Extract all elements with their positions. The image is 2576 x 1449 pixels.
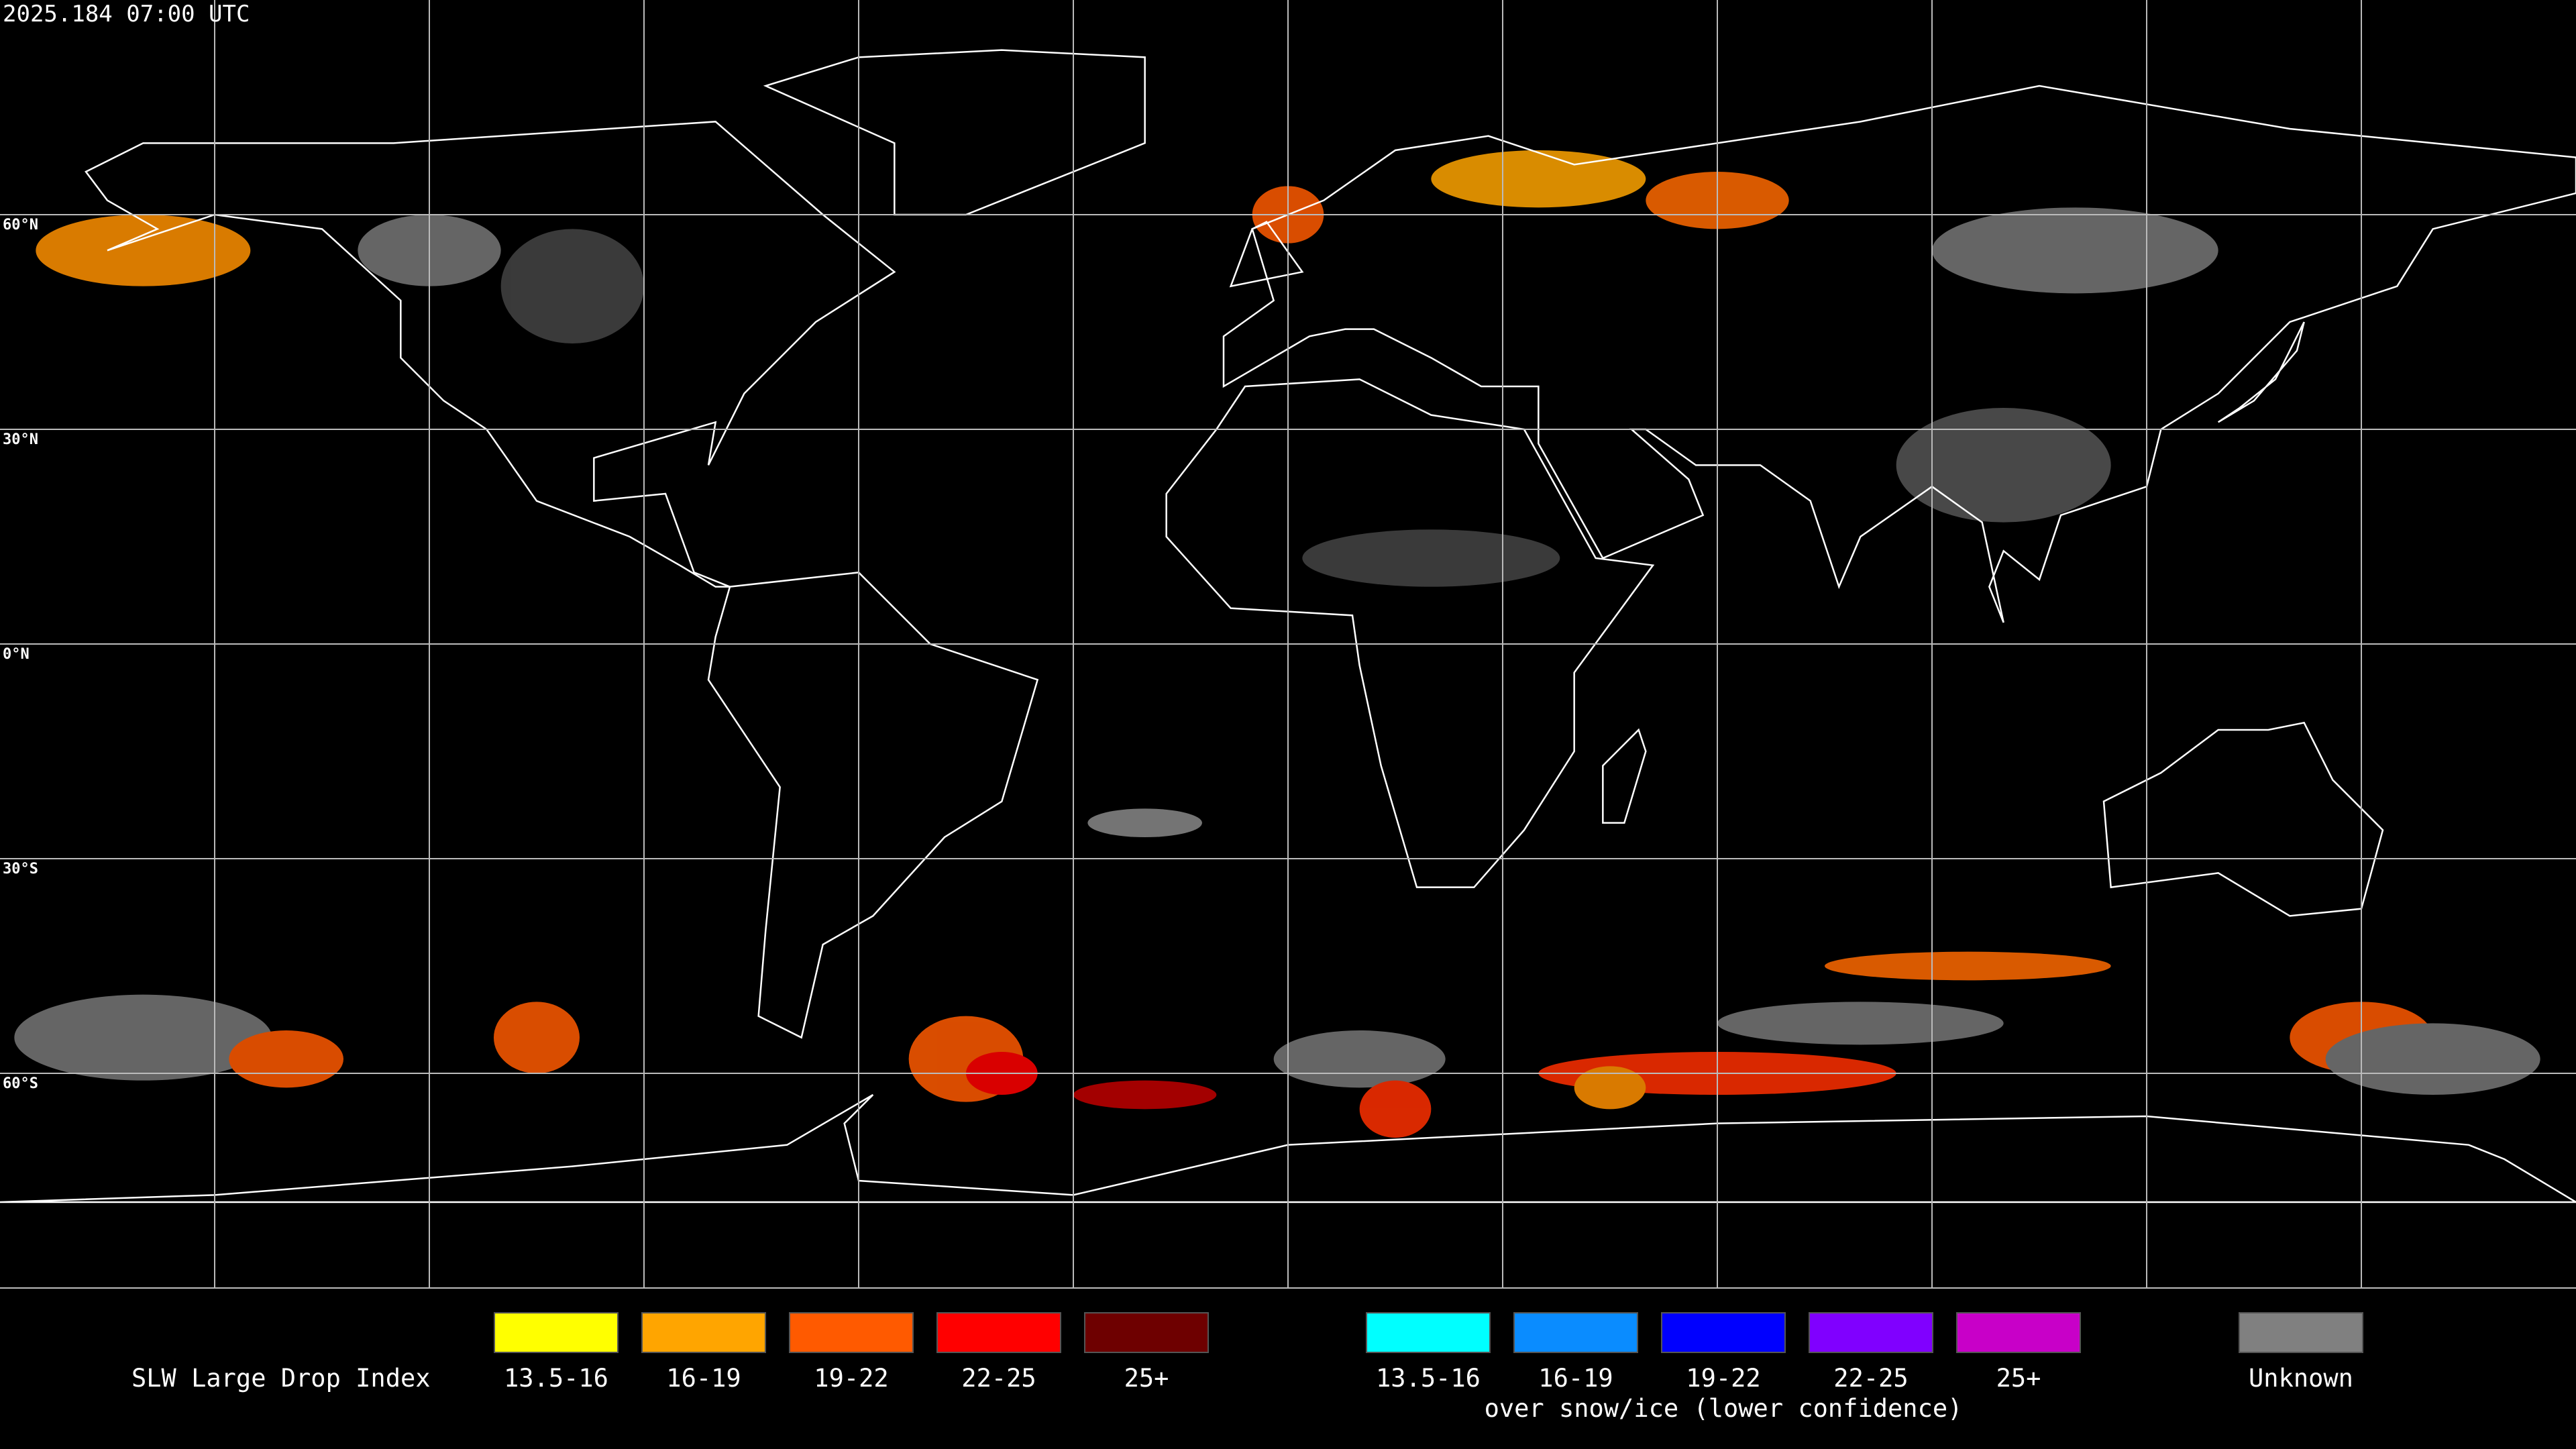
latitude-label: 0°N xyxy=(3,646,30,663)
legend-swatch xyxy=(2239,1312,2363,1353)
map-area xyxy=(0,0,2576,1288)
legend-label: 13.5-16 xyxy=(504,1364,608,1393)
legend-swatch xyxy=(1661,1312,1786,1353)
latitude-label: 30°S xyxy=(3,861,38,877)
legend-label: 19-22 xyxy=(1686,1364,1760,1393)
legend-swatch xyxy=(1084,1312,1209,1353)
legend-label: 13.5-16 xyxy=(1376,1364,1481,1393)
legend-swatch xyxy=(1366,1312,1491,1353)
legend-swatch xyxy=(1956,1312,2081,1353)
legend-swatch xyxy=(1809,1312,1933,1353)
legend-swatch xyxy=(494,1312,619,1353)
latitude-label: 60°S xyxy=(3,1075,38,1092)
legend-label: Unknown xyxy=(2249,1364,2353,1393)
legend-label: 19-22 xyxy=(814,1364,888,1393)
legend-label: 22-25 xyxy=(961,1364,1036,1393)
latitude-label: 30°N xyxy=(3,431,38,448)
legend-label: 22-25 xyxy=(1833,1364,1908,1393)
legend-swatch xyxy=(641,1312,766,1353)
latitude-label: 60°N xyxy=(3,217,38,233)
legend-label: 25+ xyxy=(1124,1364,1169,1393)
cloud-imagery xyxy=(14,150,2540,1138)
legend-label: 25+ xyxy=(1996,1364,2041,1393)
legend-label: 16-19 xyxy=(666,1364,741,1393)
legend-swatch xyxy=(1513,1312,1638,1353)
latitude-labels: 60°N 30°N 0°N 30°S 60°S xyxy=(3,217,38,1092)
graticule xyxy=(0,0,2576,1288)
legend-title: SLW Large Drop Index xyxy=(131,1364,431,1393)
legend-label: 16-19 xyxy=(1538,1364,1613,1393)
timestamp: 2025.184 07:00 UTC xyxy=(3,1,250,28)
legend-note: over snow/ice (lower confidence) xyxy=(1485,1394,1963,1423)
legend-swatch xyxy=(936,1312,1061,1353)
legend-swatch xyxy=(789,1312,914,1353)
legend: SLW Large Drop Index 13.5-16 16-19 19-22 22-… xyxy=(131,1312,2363,1423)
